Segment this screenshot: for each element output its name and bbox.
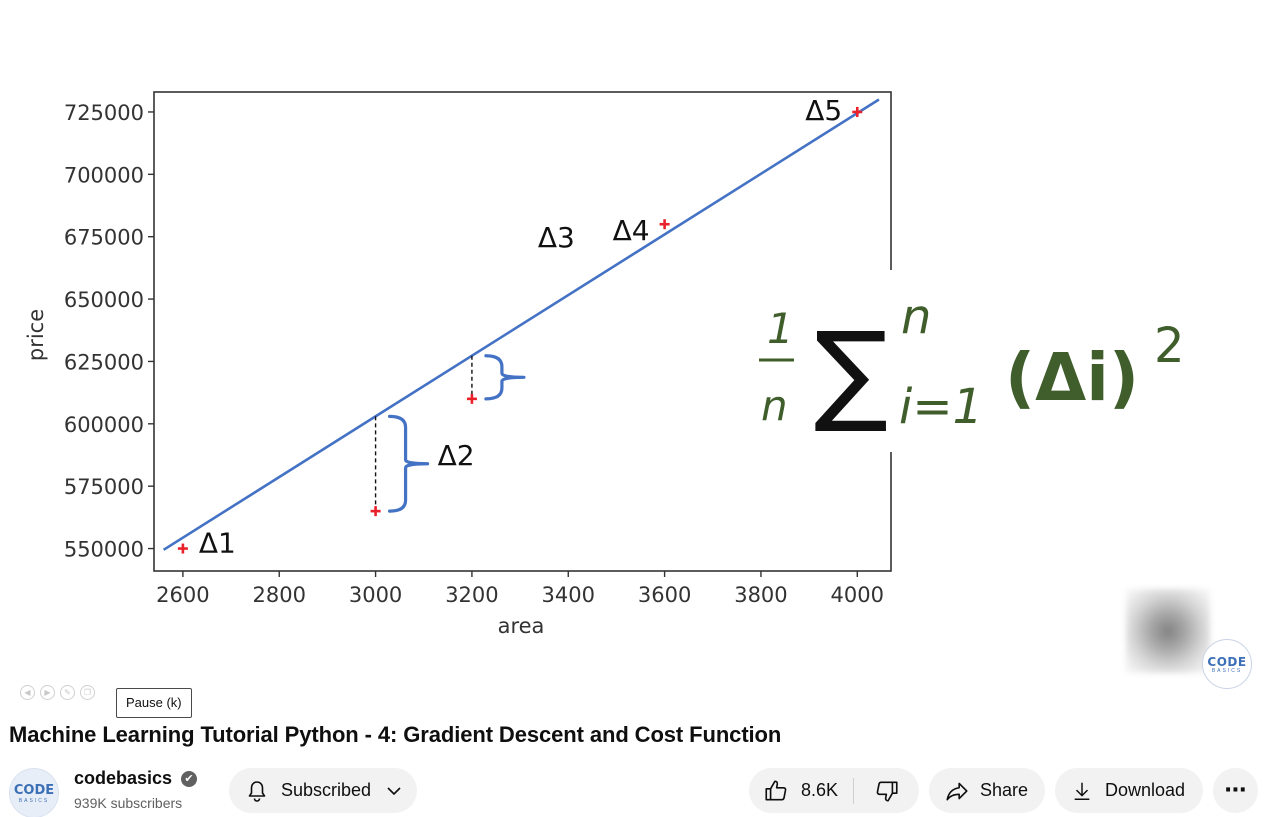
share-icon [946, 782, 968, 800]
x-tick-label: 4000 [831, 583, 884, 607]
more-actions-button[interactable]: ⋯ [1213, 768, 1258, 813]
delta-label: Δ4 [613, 214, 650, 247]
pen-icon[interactable]: ✎ [60, 685, 75, 700]
dislike-button[interactable] [854, 768, 919, 813]
y-tick-label: 550000 [64, 538, 144, 562]
avatar-text: CODE [13, 782, 55, 798]
y-tick-label: 675000 [64, 226, 144, 250]
formula-backdrop [744, 270, 1258, 452]
share-label: Share [980, 780, 1029, 800]
copy-icon[interactable]: ❐ [80, 685, 95, 700]
delta-label: Δ1 [199, 527, 236, 560]
x-tick-label: 3800 [734, 583, 787, 607]
formula-lower-limit: i=1 [899, 379, 983, 435]
formula-sum-symbol: ∑ [814, 308, 888, 436]
x-axis-title: area [498, 614, 545, 638]
y-tick-label: 600000 [64, 413, 144, 437]
thumbs-up-icon [765, 779, 787, 800]
pause-tooltip: Pause (k) [116, 688, 192, 718]
like-count: 8.6K [801, 780, 839, 800]
y-tick-label: 625000 [64, 350, 144, 374]
avatar-subtext: BASICS [18, 797, 50, 804]
like-dislike-group: 8.6K [749, 768, 919, 813]
download-button[interactable]: Download [1055, 768, 1203, 813]
subscribed-label: Subscribed [281, 780, 372, 800]
delta-label: Δ3 [538, 221, 575, 254]
residual-brace [484, 354, 526, 401]
video-frame: 2600 2800 3000 3200 3400 3600 3800 4000 550000 57… [24, 91, 1258, 638]
x-tick-label: 3000 [349, 583, 402, 607]
verified-icon: ✔ [181, 771, 197, 787]
x-tick-label: 3200 [445, 583, 498, 607]
logo-text: CODE [1207, 654, 1247, 669]
video-player[interactable]: 2600 2800 3000 3200 3400 3600 3800 4000 550000 57… [9, 0, 1258, 705]
subscriber-count: 939K subscribers [74, 795, 183, 811]
like-divider [853, 777, 854, 804]
data-point [370, 506, 381, 517]
channel-avatar[interactable]: CODE BASICS [9, 768, 59, 817]
download-label: Download [1105, 780, 1186, 800]
formula-upper-limit: n [901, 289, 931, 345]
formula-denominator: n [761, 381, 788, 430]
y-tick-label: 650000 [64, 288, 144, 312]
data-point [466, 393, 477, 404]
share-button[interactable]: Share [929, 768, 1045, 813]
y-tick-label: 700000 [64, 163, 144, 187]
next-icon[interactable]: ▶ [40, 685, 55, 700]
bell-icon [248, 780, 266, 802]
delta-label: Δ5 [805, 94, 842, 127]
prev-icon[interactable]: ◀ [20, 685, 35, 700]
download-icon [1074, 782, 1090, 800]
x-tick-label: 2600 [156, 583, 209, 607]
y-tick-label: 725000 [64, 101, 144, 125]
formula-numerator: 1 [767, 304, 794, 353]
residual-brace [387, 414, 430, 513]
y-tick-label: 575000 [64, 475, 144, 499]
subscribed-button[interactable]: Subscribed [229, 768, 417, 813]
video-title: Machine Learning Tutorial Python - 4: Gr… [9, 722, 782, 747]
logo-subtext: BASICS [1211, 667, 1243, 674]
chart: 2600 2800 3000 3200 3400 3600 3800 4000 550000 57… [64, 94, 884, 607]
thumbs-down-icon [876, 781, 898, 802]
x-tick-label: 3400 [542, 583, 595, 607]
channel-watermark-logo[interactable]: CODE BASICS [1202, 639, 1252, 689]
x-tick-label: 3600 [638, 583, 691, 607]
cost-function-formula: 1 n ∑ n i=1 (Δi) 2 [759, 289, 1185, 436]
formula-power: 2 [1154, 318, 1185, 374]
like-button[interactable]: 8.6K [749, 768, 853, 813]
chevron-down-icon [387, 786, 401, 795]
player-annotation-controls: ◀ ▶ ✎ ❐ [20, 685, 95, 701]
data-point [177, 543, 188, 554]
fit-line [162, 98, 880, 551]
delta-label: Δ2 [438, 439, 475, 472]
data-point [659, 219, 670, 230]
y-axis-title: price [24, 309, 48, 361]
channel-name[interactable]: codebasics [74, 768, 173, 788]
blurred-webcam-overlay [1126, 589, 1210, 673]
x-tick-label: 2800 [253, 583, 306, 607]
more-icon: ⋯ [1224, 778, 1247, 803]
formula-term: (Δi) [1005, 339, 1139, 416]
data-point [852, 106, 863, 117]
